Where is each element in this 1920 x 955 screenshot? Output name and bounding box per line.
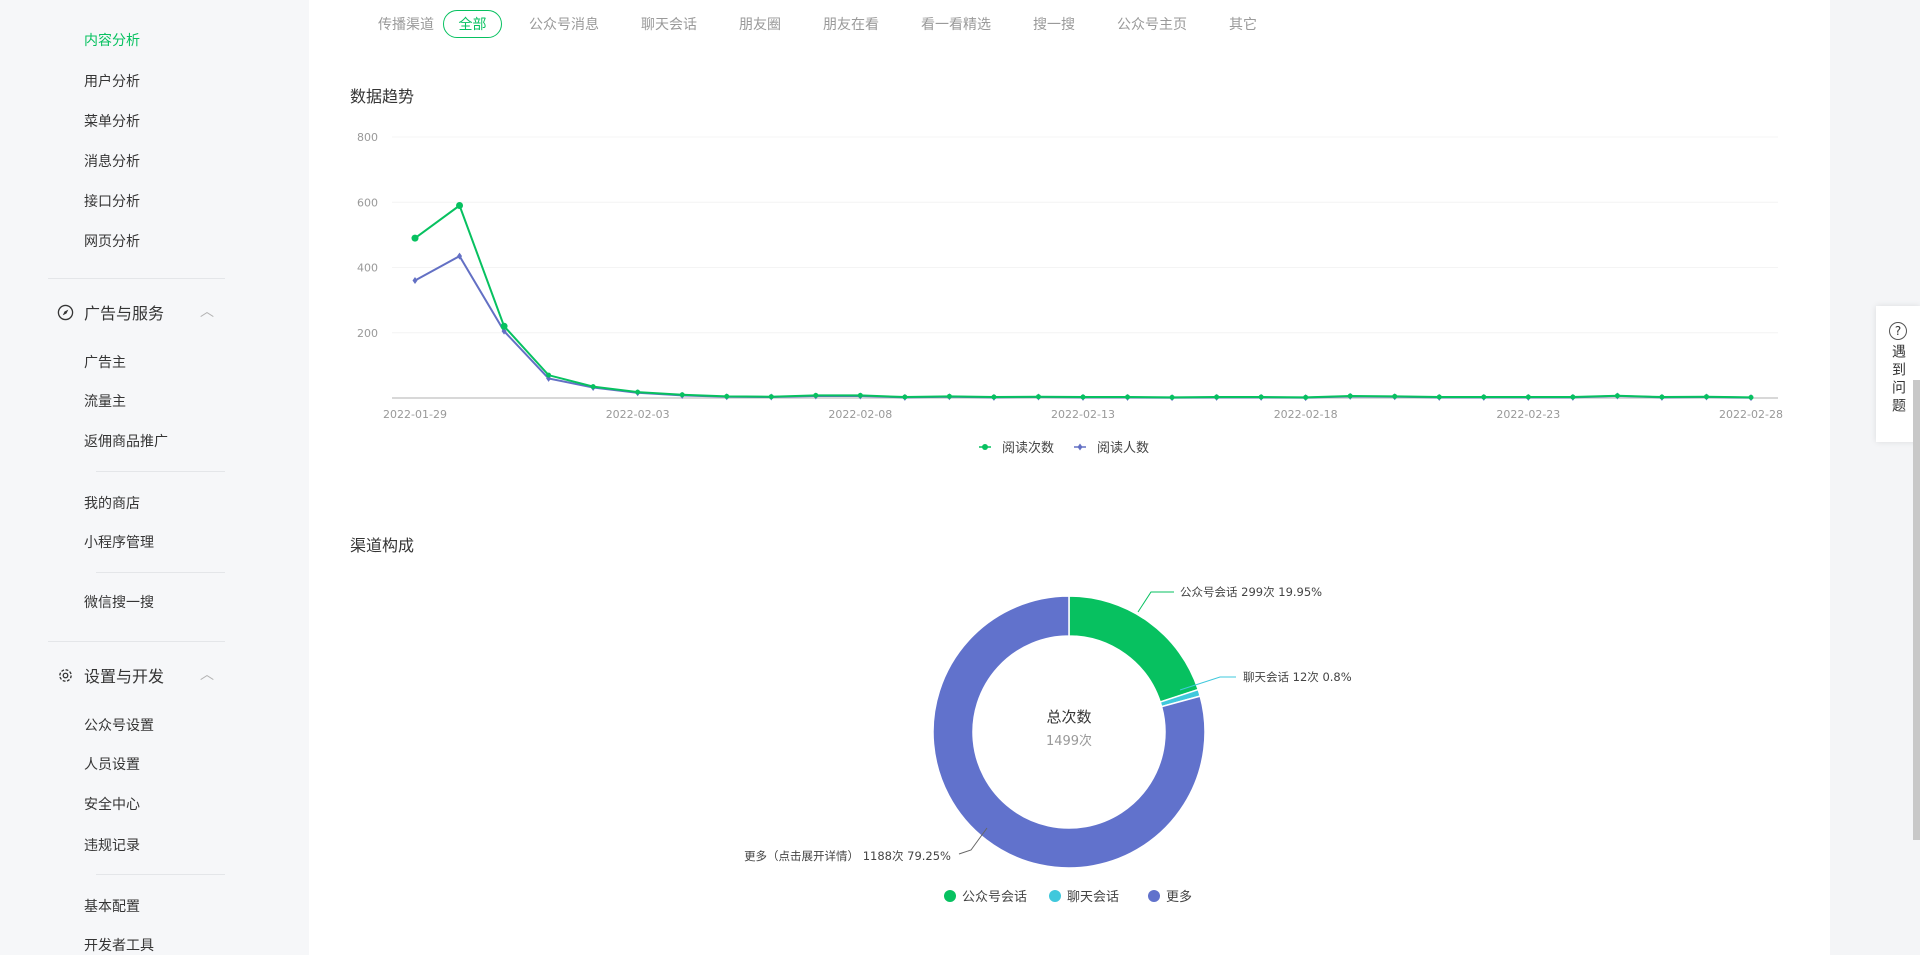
nav-account-settings[interactable]: 公众号设置 (84, 718, 154, 734)
nav-mini-program[interactable]: 小程序管理 (84, 535, 154, 551)
nav-security-center[interactable]: 安全中心 (84, 797, 140, 813)
filter-label: 传播渠道 (378, 17, 434, 33)
group-label: 广告与服务 (84, 304, 165, 323)
nav-violation-records[interactable]: 违规记录 (84, 838, 140, 854)
chevron-up-icon[interactable]: ︿ (200, 667, 214, 683)
nav-wechat-search[interactable]: 微信搜一搜 (84, 595, 154, 611)
trend-title: 数据趋势 (350, 87, 415, 106)
nav-advertiser[interactable]: 广告主 (84, 355, 126, 371)
nav-user-analysis[interactable]: 用户分析 (84, 74, 140, 90)
sidebar: 内容分析 用户分析 菜单分析 消息分析 接口分析 网页分析 广告与服务 ︿ 广告… (0, 0, 309, 955)
chevron-up-icon[interactable]: ︿ (200, 304, 214, 320)
divider (96, 572, 225, 573)
tab-moments[interactable]: 朋友圈 (739, 17, 781, 33)
help-label: 遇到问题 (1890, 344, 1906, 416)
tab-account-message[interactable]: 公众号消息 (529, 17, 599, 33)
scrollbar[interactable] (1913, 380, 1920, 840)
group-label: 设置与开发 (84, 667, 165, 686)
nav-web-analysis[interactable]: 网页分析 (84, 234, 140, 250)
tab-top-stories[interactable]: 看一看精选 (921, 17, 991, 33)
gear-icon (59, 668, 72, 682)
nav-dev-tools[interactable]: 开发者工具 (84, 938, 154, 954)
nav-message-analysis[interactable]: 消息分析 (84, 154, 140, 170)
group-settings-dev[interactable]: 设置与开发 (57, 663, 164, 687)
nav-rebate-promotion[interactable]: 返佣商品推广 (84, 434, 168, 450)
tab-account-home[interactable]: 公众号主页 (1117, 17, 1187, 33)
channel-title: 渠道构成 (350, 536, 415, 555)
question-icon: ? (1889, 322, 1907, 340)
divider (96, 874, 225, 875)
nav-content-analysis[interactable]: 内容分析 (84, 33, 140, 49)
nav-my-shop[interactable]: 我的商店 (84, 496, 140, 512)
main-content: 传播渠道 全部 公众号消息 聊天会话 朋友圈 朋友在看 看一看精选 搜一搜 公众… (309, 0, 1830, 955)
tab-search[interactable]: 搜一搜 (1033, 17, 1075, 33)
divider (48, 278, 225, 279)
nav-staff-settings[interactable]: 人员设置 (84, 757, 140, 773)
group-ads-services[interactable]: 广告与服务 (57, 300, 164, 324)
help-widget[interactable]: ? 遇到问题 (1876, 306, 1920, 442)
divider (96, 471, 225, 472)
tab-all[interactable]: 全部 (443, 10, 502, 38)
nav-api-analysis[interactable]: 接口分析 (84, 194, 140, 210)
nav-menu-analysis[interactable]: 菜单分析 (84, 114, 140, 130)
tab-friends-watching[interactable]: 朋友在看 (823, 17, 879, 33)
compass-icon (57, 304, 74, 320)
nav-basic-config[interactable]: 基本配置 (84, 899, 140, 915)
divider (48, 641, 225, 642)
nav-publisher[interactable]: 流量主 (84, 394, 126, 410)
tab-chat[interactable]: 聊天会话 (641, 17, 697, 33)
tab-other[interactable]: 其它 (1229, 17, 1257, 33)
